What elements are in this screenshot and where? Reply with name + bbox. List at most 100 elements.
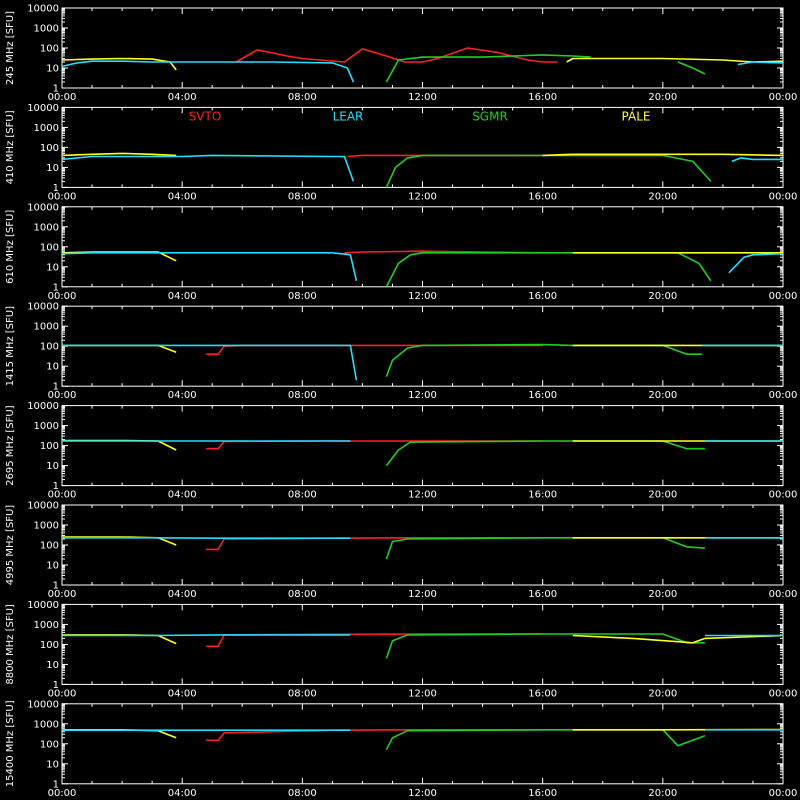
plot-frame — [61, 603, 784, 685]
plot-frame — [61, 106, 784, 188]
series-line-sgmr — [385, 633, 705, 659]
y-tick-label: 100 — [40, 143, 59, 154]
series-line-lear — [61, 60, 355, 83]
y-tick-label: 10 — [46, 660, 59, 671]
y-tick-label: 10000 — [27, 302, 59, 313]
series-line-lear — [731, 157, 783, 163]
x-tick-label: 00:00 — [48, 291, 77, 302]
series-line-lear — [728, 252, 784, 274]
series-line-lear — [61, 154, 355, 182]
series-line-sgmr — [677, 61, 706, 75]
y-tick-label: 10000 — [27, 699, 59, 710]
x-tick-label: 00:00 — [769, 390, 798, 401]
y-axis-label: 4995 MHz [SFU] — [5, 505, 16, 586]
y-tick-label: 1000 — [34, 421, 59, 432]
series-line-lear — [737, 61, 784, 66]
y-tick-label: 100 — [40, 541, 59, 552]
x-tick-label: 20:00 — [648, 490, 677, 501]
x-tick-label: 08:00 — [288, 291, 317, 302]
series-line-svto — [235, 47, 558, 63]
series-line-pale — [61, 57, 177, 71]
legend-entry: SGMR — [472, 109, 508, 123]
series-line-svto — [206, 633, 543, 648]
x-tick-label: 16:00 — [528, 92, 557, 103]
x-tick-label: 20:00 — [648, 589, 677, 600]
y-tick-label: 1 — [53, 481, 59, 492]
series-line-sgmr — [385, 343, 702, 377]
series-line-pale — [572, 634, 784, 644]
x-tick-label: 00:00 — [48, 688, 77, 699]
x-tick-label: 20:00 — [648, 291, 677, 302]
legend-entry: SVTO — [189, 109, 222, 123]
x-tick-label: 08:00 — [288, 490, 317, 501]
x-tick-label: 20:00 — [648, 191, 677, 202]
y-tick-label: 1 — [53, 84, 59, 95]
x-tick-label: 08:00 — [288, 589, 317, 600]
y-axis-label: 8800 MHz [SFU] — [5, 604, 16, 685]
x-tick-label: 16:00 — [528, 390, 557, 401]
x-tick-label: 00:00 — [769, 688, 798, 699]
y-tick-label: 10000 — [27, 202, 59, 213]
series-line-pale — [61, 152, 177, 157]
series-line-lear — [62, 634, 351, 637]
x-tick-label: 00:00 — [48, 490, 77, 501]
y-tick-label: 10 — [46, 262, 59, 273]
x-tick-label: 16:00 — [528, 688, 557, 699]
x-tick-label: 04:00 — [168, 92, 197, 103]
x-tick-label: 16:00 — [528, 589, 557, 600]
x-tick-label: 08:00 — [288, 390, 317, 401]
x-tick-label: 08:00 — [288, 92, 317, 103]
y-tick-label: 10000 — [27, 401, 59, 412]
y-tick-label: 1 — [53, 282, 59, 293]
series-line-sgmr — [385, 536, 705, 560]
y-tick-label: 100 — [40, 242, 59, 253]
y-tick-label: 100 — [40, 640, 59, 651]
y-tick-label: 1 — [53, 779, 59, 790]
x-tick-label: 04:00 — [168, 291, 197, 302]
x-tick-label: 04:00 — [168, 688, 197, 699]
y-axis-label: 15400 MHz [SFU] — [5, 700, 16, 787]
series-line-sgmr — [385, 728, 706, 751]
x-tick-label: 04:00 — [168, 589, 197, 600]
y-axis-label: 1415 MHz [SFU] — [5, 306, 16, 387]
x-tick-label: 00:00 — [48, 589, 77, 600]
plot-frame — [61, 7, 784, 89]
x-tick-label: 00:00 — [769, 291, 798, 302]
x-tick-label: 20:00 — [648, 788, 677, 799]
x-tick-label: 08:00 — [288, 788, 317, 799]
x-tick-label: 00:00 — [48, 390, 77, 401]
x-tick-label: 00:00 — [48, 191, 77, 202]
y-tick-label: 1000 — [34, 521, 59, 532]
legend-entry: LEAR — [333, 109, 364, 123]
y-tick-label: 10000 — [27, 4, 59, 15]
series-line-svto — [206, 536, 543, 551]
series-line-lear — [62, 344, 358, 381]
x-tick-label: 12:00 — [408, 788, 437, 799]
plot-frame — [61, 504, 784, 586]
series-line-pale — [566, 57, 784, 63]
x-tick-label: 12:00 — [408, 92, 437, 103]
y-tick-label: 100 — [40, 739, 59, 750]
y-tick-label: 100 — [40, 441, 59, 452]
y-axis-label: 410 MHz [SFU] — [5, 110, 16, 184]
x-tick-label: 16:00 — [528, 788, 557, 799]
x-tick-label: 00:00 — [769, 490, 798, 501]
x-tick-label: 04:00 — [168, 390, 197, 401]
y-axis-label: 245 MHz [SFU] — [5, 11, 16, 85]
x-tick-label: 04:00 — [168, 490, 197, 501]
x-tick-label: 12:00 — [408, 490, 437, 501]
y-tick-label: 10000 — [27, 600, 59, 611]
series-line-pale — [62, 344, 177, 353]
x-tick-label: 04:00 — [168, 788, 197, 799]
y-tick-label: 10000 — [27, 103, 59, 114]
y-tick-label: 1000 — [34, 620, 59, 631]
series-line-pale — [62, 439, 177, 451]
y-axis-label: 610 MHz [SFU] — [5, 210, 16, 284]
x-tick-label: 00:00 — [769, 589, 798, 600]
x-tick-label: 00:00 — [48, 788, 77, 799]
y-axis-label: 2695 MHz [SFU] — [5, 405, 16, 486]
x-tick-label: 16:00 — [528, 191, 557, 202]
y-tick-label: 1000 — [34, 719, 59, 730]
x-tick-label: 12:00 — [408, 589, 437, 600]
